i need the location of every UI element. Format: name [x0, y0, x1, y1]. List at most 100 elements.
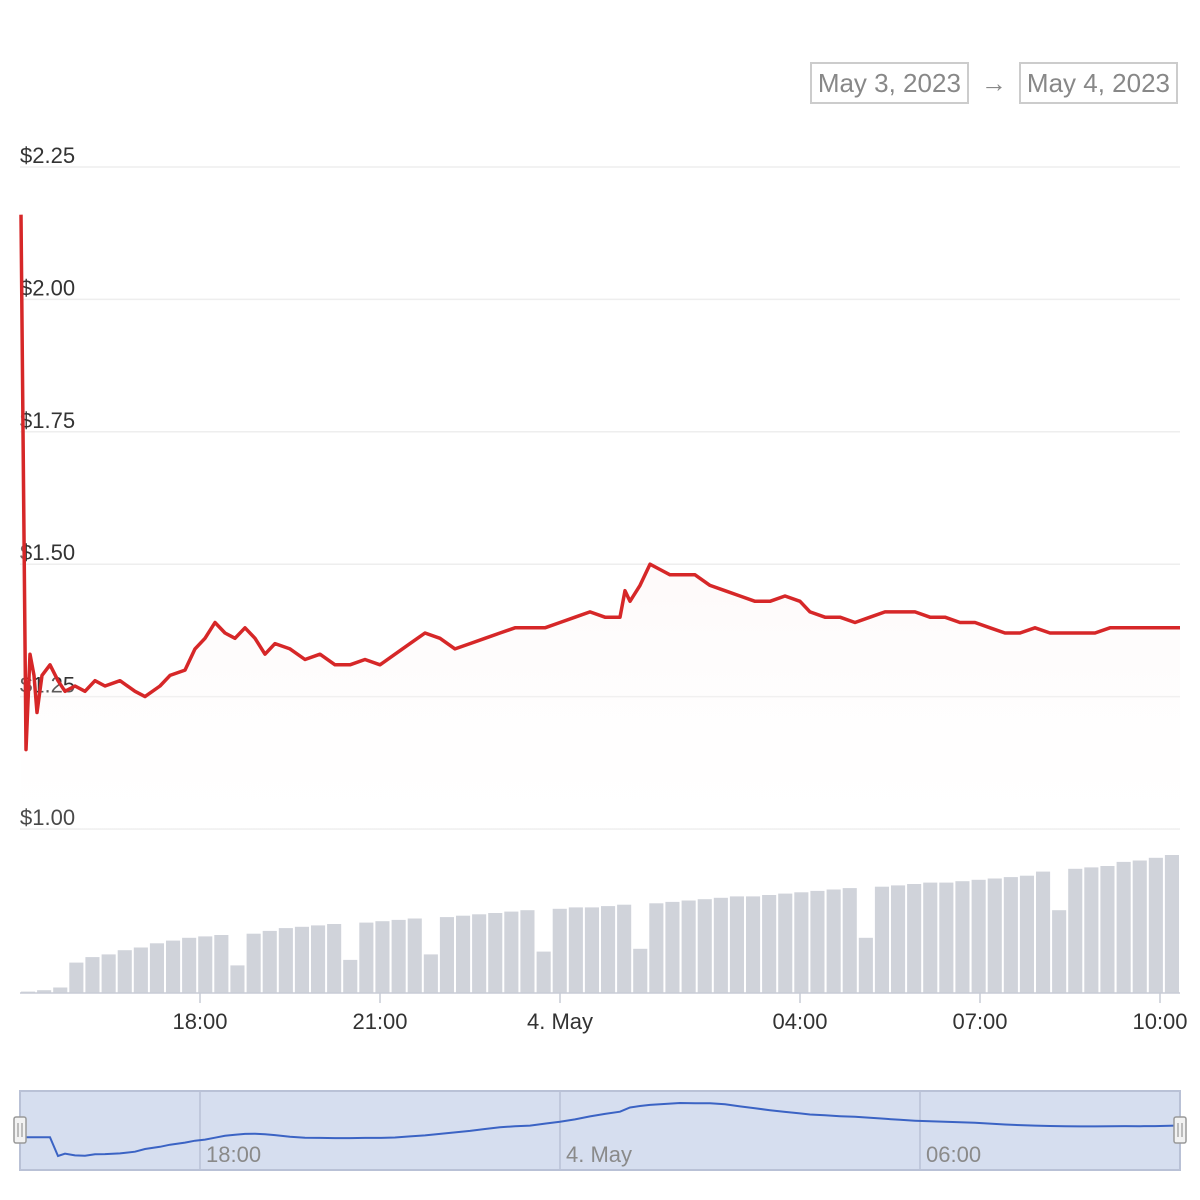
volume-bar: [133, 947, 148, 993]
volume-bar: [37, 990, 52, 993]
x-tick-label: 4. May: [527, 1009, 593, 1034]
volume-bar: [439, 917, 454, 993]
price-line: [19, 214, 1180, 752]
volume-bar: [1132, 860, 1147, 993]
y-tick-label: $2.25: [20, 143, 75, 168]
range-to-input[interactable]: May 4, 2023: [1018, 62, 1178, 104]
volume-bar: [327, 924, 342, 993]
volume-bar: [874, 886, 889, 993]
handle-grip: [1173, 1116, 1187, 1144]
volume-bar: [391, 919, 406, 993]
volume-bar: [987, 878, 1002, 993]
x-tick-label: 04:00: [772, 1009, 827, 1034]
volume-bar: [826, 889, 841, 993]
price-area-fill: [21, 214, 1180, 829]
range-arrow-icon: →: [980, 67, 1007, 98]
volume-bar: [778, 893, 793, 993]
volume-bar: [536, 951, 551, 993]
volume-bar: [649, 903, 664, 993]
price-series-line: [19, 214, 1180, 752]
volume-bar: [584, 907, 599, 993]
volume-bar: [1100, 866, 1115, 993]
volume-bar: [69, 962, 84, 993]
volume-bar: [552, 908, 567, 993]
volume-bar: [117, 950, 132, 993]
volume-bar: [568, 907, 583, 993]
volume-bar: [456, 915, 471, 993]
range-from-input[interactable]: May 3, 2023: [809, 62, 969, 104]
navigator-tick-label: 06:00: [926, 1142, 981, 1167]
volume-bar: [794, 892, 809, 993]
y-tick-label: $2.00: [20, 275, 75, 300]
volume-bar: [359, 922, 374, 993]
x-tick-label: 07:00: [952, 1009, 1007, 1034]
volume-bar: [939, 882, 954, 993]
volume-bar: [375, 921, 390, 993]
volume-bar: [53, 987, 68, 993]
navigator-tick-label: 18:00: [206, 1142, 261, 1167]
volume-bar: [810, 890, 825, 993]
volume-bar: [1003, 877, 1018, 993]
volume-bar: [488, 913, 503, 993]
x-tick-label: 21:00: [352, 1009, 407, 1034]
volume-bar: [149, 943, 164, 993]
volume-bar: [1164, 855, 1179, 993]
volume-bar: [101, 954, 116, 993]
volume-bar: [166, 940, 181, 993]
price-area: [21, 214, 1180, 829]
navigator-right-handle[interactable]: [1173, 1116, 1187, 1144]
volume-bar: [923, 882, 938, 993]
navigator-tick-label: 4. May: [566, 1142, 632, 1167]
y-tick-label: $1.50: [20, 540, 75, 565]
volume-bar: [407, 918, 422, 993]
volume-bar: [294, 926, 309, 993]
volume-bar: [1148, 857, 1163, 993]
volume-bar: [665, 901, 680, 993]
y-tick-label: $1.75: [20, 408, 75, 433]
volume-bar: [1068, 868, 1083, 993]
volume-bar: [504, 911, 519, 993]
volume-bar: [246, 933, 261, 993]
volume-bar: [311, 925, 326, 993]
volume-bar: [762, 895, 777, 993]
volume-bar: [971, 879, 986, 993]
x-tick-label: 10:00: [1132, 1009, 1187, 1034]
volume-bar: [713, 897, 728, 993]
navigator[interactable]: 18:00 4. May 06:00: [13, 1090, 1187, 1171]
navigator-left-handle[interactable]: [13, 1116, 27, 1144]
volume-bar: [472, 914, 487, 993]
volume-bar: [746, 896, 761, 993]
volume-bar: [182, 937, 197, 993]
volume-bar: [617, 904, 632, 993]
volume-bar: [198, 936, 213, 993]
volume-bar: [955, 881, 970, 993]
volume-bar: [697, 899, 712, 993]
volume-bar: [1052, 910, 1067, 993]
x-axis: 18:00 21:00 4. May 04:00 07:00 10:00: [172, 993, 1188, 1034]
navigator-window: [19, 1090, 1181, 1171]
volume-bar: [842, 888, 857, 993]
volume-bar: [520, 910, 535, 993]
volume-bars: [20, 855, 1180, 994]
volume-bar: [729, 896, 744, 993]
date-range-selector: May 3, 2023 → May 4, 2023: [809, 62, 1178, 104]
volume-bar: [681, 900, 696, 993]
volume-bar: [1019, 875, 1034, 993]
volume-bar: [423, 954, 438, 993]
volume-bar: [891, 885, 906, 993]
volume-bar: [858, 937, 873, 993]
volume-bar: [633, 948, 648, 993]
volume-bar: [214, 935, 229, 993]
volume-bar: [278, 928, 293, 993]
volume-bar: [1084, 867, 1099, 993]
volume-bar: [907, 884, 922, 993]
volume-bar: [343, 959, 358, 993]
volume-bar: [1036, 871, 1051, 993]
volume-bar: [85, 957, 100, 993]
volume-bar: [262, 930, 277, 993]
x-tick-label: 18:00: [172, 1009, 227, 1034]
handle-grip: [13, 1116, 27, 1144]
navigator-series-line: [20, 1101, 1181, 1158]
volume-bar: [601, 906, 616, 993]
